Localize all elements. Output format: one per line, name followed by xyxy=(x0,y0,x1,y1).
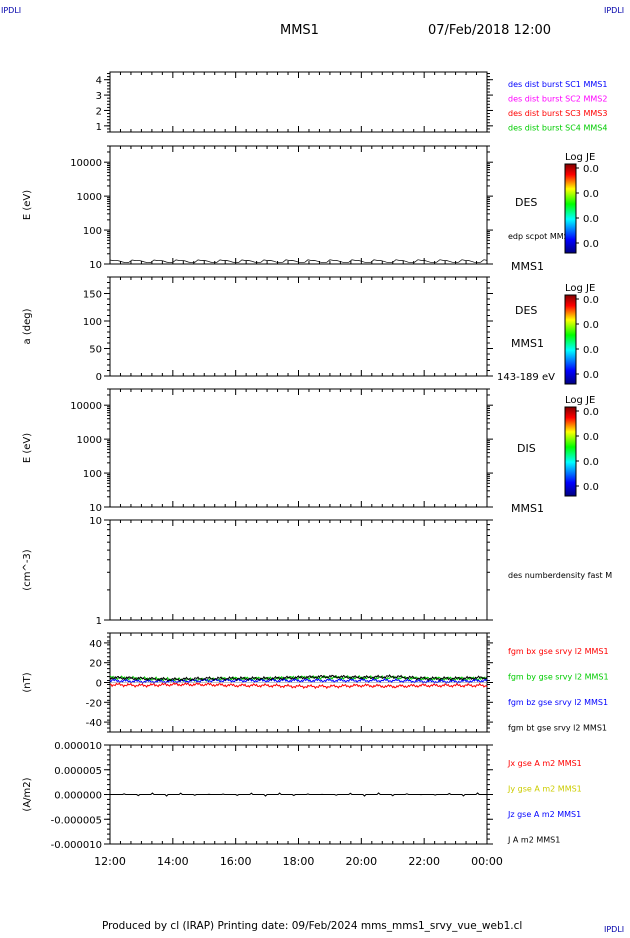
current-series-line xyxy=(110,792,487,797)
bfield-series-line xyxy=(109,677,488,685)
colorbar-des-energy xyxy=(564,163,577,254)
panels-group: 4 3 2 1 des dist burst SC1 MMS1 des dist burs… xyxy=(22,71,612,868)
footer-text: Produced by cl (IRAP) Printing date: 09/… xyxy=(102,920,522,932)
time-axis-label: 20:00 xyxy=(345,855,377,868)
legend-density: des numberdensity fast M xyxy=(508,571,612,580)
ytick-label-bfield: 20 xyxy=(89,659,102,670)
ytick-label-burst: 2 xyxy=(96,106,102,117)
panel-frame-des-pitch xyxy=(109,276,488,377)
ytick-label-dis-energy: 1000 xyxy=(77,435,102,446)
colorbar-tick-label-des-pitch: 0.0 xyxy=(583,295,599,306)
ytick-label-des-pitch: 50 xyxy=(89,345,102,356)
ytick-label-des-pitch: 150 xyxy=(83,290,102,301)
header-datetime: 07/Feb/2018 12:00 xyxy=(428,23,551,38)
panel-frame-burst xyxy=(109,71,488,133)
ytick-label-current: -0.000005 xyxy=(51,815,102,826)
side-label-des-energy: MMS1 xyxy=(511,260,544,273)
ytick-label-burst: 3 xyxy=(96,91,102,102)
side-label-dis-energy: MMS1 xyxy=(511,502,544,515)
ytick-label-current: 0.000005 xyxy=(54,766,102,777)
ytick-label-des-pitch: 0 xyxy=(96,372,102,383)
time-axis-label: 18:00 xyxy=(283,855,315,868)
colorbar-tick-label-dis-energy: 0.0 xyxy=(583,457,599,468)
corner-label-top-left: IPDLI xyxy=(1,6,21,15)
ylabel-des-energy: E (eV) xyxy=(22,190,33,220)
ytick-label-des-pitch: 100 xyxy=(83,317,102,328)
colorbar-tick-label-dis-energy: 0.0 xyxy=(583,407,599,418)
time-axis-label: 22:00 xyxy=(408,855,440,868)
ytick-label-dis-energy: 10 xyxy=(89,503,102,514)
time-axis-label: 00:00 xyxy=(471,855,503,868)
ylabel-bfield: (nT) xyxy=(22,672,33,692)
ytick-label-des-energy: 10000 xyxy=(70,158,102,169)
ytick-label-density: 1 xyxy=(96,616,102,627)
legend-bfield: fgm by gse srvy l2 MMS1 xyxy=(508,673,609,682)
ytick-label-current: -0.000010 xyxy=(51,840,102,851)
legend-burst: des dist burst SC4 MMS4 xyxy=(508,124,607,133)
ytick-label-des-energy: 100 xyxy=(83,226,102,237)
colorbar-dis-energy xyxy=(564,406,577,497)
colorbar-tick-label-des-pitch: 0.0 xyxy=(583,320,599,331)
ytick-label-density: 10 xyxy=(89,516,102,527)
time-axis-label: 14:00 xyxy=(157,855,189,868)
bfield-series-line xyxy=(109,682,488,690)
legend-current: Jy gse A m2 MMS1 xyxy=(507,785,582,794)
ytick-label-current: 0.000000 xyxy=(54,791,102,802)
colorbar-tick-label-des-energy: 0.0 xyxy=(583,164,599,175)
panel-frame-density xyxy=(109,519,488,621)
side-label-dis-energy: DIS xyxy=(517,442,536,455)
panel-frame-dis-energy xyxy=(109,388,488,508)
side-label-des-pitch: MMS1 xyxy=(511,337,544,350)
side-label-des-energy: edp scpot MMS1 xyxy=(508,232,574,241)
ylabel-des-pitch: a (deg) xyxy=(22,308,33,344)
corner-label-bottom-right: IPDLI xyxy=(604,925,624,934)
colorbar-title-des-pitch: Log JE xyxy=(565,283,595,294)
colorbar-title-dis-energy: Log JE xyxy=(565,395,595,406)
legend-bfield: fgm bx gse srvy l2 MMS1 xyxy=(508,647,609,656)
ylabel-density: (cm^-3) xyxy=(22,549,33,590)
legend-burst: des dist burst SC2 MMS2 xyxy=(508,95,607,104)
ytick-label-dis-energy: 10000 xyxy=(70,401,102,412)
side-label-des-pitch: DES xyxy=(515,304,537,317)
legend-bfield: fgm bt gse srvy l2 MMS1 xyxy=(508,724,607,733)
legend-burst: des dist burst SC1 MMS1 xyxy=(508,80,607,89)
ytick-label-current: 0.000010 xyxy=(54,741,102,752)
colorbar-tick-label-des-pitch: 0.0 xyxy=(583,370,599,381)
ytick-label-bfield: 40 xyxy=(89,639,102,650)
corner-label-top-right: IPDLI xyxy=(604,6,624,15)
colorbar-tick-label-dis-energy: 0.0 xyxy=(583,482,599,493)
ylabel-current: (A/m2) xyxy=(22,777,33,811)
ytick-label-burst: 4 xyxy=(96,76,102,87)
colorbar-tick-label-des-pitch: 0.0 xyxy=(583,345,599,356)
ytick-label-bfield: 0 xyxy=(96,679,102,690)
side-label-des-pitch: 143-189 eV xyxy=(497,372,555,383)
legend-current: Jx gse A m2 MMS1 xyxy=(507,759,582,768)
time-axis-label: 16:00 xyxy=(220,855,252,868)
ytick-label-des-energy: 10 xyxy=(89,260,102,271)
ytick-label-des-energy: 1000 xyxy=(77,192,102,203)
colorbar-tick-label-des-energy: 0.0 xyxy=(583,214,599,225)
header-mission: MMS1 xyxy=(280,23,319,38)
ylabel-dis-energy: E (eV) xyxy=(22,433,33,463)
scpot-trace xyxy=(109,259,488,264)
ytick-label-bfield: -20 xyxy=(86,698,102,709)
bfield-series-line xyxy=(109,674,488,682)
ytick-label-burst: 1 xyxy=(96,122,102,133)
time-axis-label: 12:00 xyxy=(94,855,126,868)
colorbar-tick-label-dis-energy: 0.0 xyxy=(583,432,599,443)
side-label-des-energy: DES xyxy=(515,196,537,209)
ytick-label-dis-energy: 100 xyxy=(83,469,102,480)
colorbar-title-des-energy: Log JE xyxy=(565,152,595,163)
legend-current: J A m2 MMS1 xyxy=(507,836,560,845)
ytick-label-bfield: -40 xyxy=(86,718,102,729)
panel-frame-des-energy xyxy=(109,145,488,265)
legend-bfield: fgm bz gse srvy l2 MMS1 xyxy=(508,698,608,707)
legend-current: Jz gse A m2 MMS1 xyxy=(507,810,581,819)
colorbar-tick-label-des-energy: 0.0 xyxy=(583,189,599,200)
colorbar-des-pitch xyxy=(564,294,577,385)
legend-burst: des dist burst SC3 MMS3 xyxy=(508,109,607,118)
colorbar-tick-label-des-energy: 0.0 xyxy=(583,239,599,250)
